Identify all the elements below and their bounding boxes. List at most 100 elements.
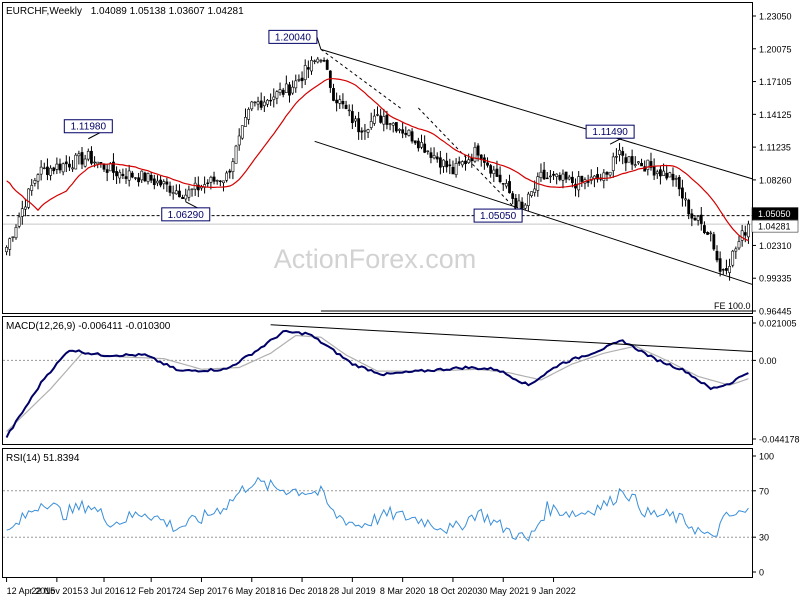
candle-body (218, 180, 222, 182)
ohlc-readout: 1.04089 1.05138 1.03607 1.04281 (91, 6, 244, 17)
candle-body (174, 190, 178, 195)
candle-body (281, 89, 285, 95)
candle-body (646, 159, 650, 170)
x-tick-label: 3 Jul 2016 (83, 586, 125, 596)
candle-body (215, 180, 219, 182)
candle-body (266, 99, 269, 105)
channel-line-upper (320, 48, 753, 180)
candle-body (209, 176, 213, 183)
candle-body (96, 161, 100, 165)
candle-body (115, 171, 118, 177)
candle-body (178, 190, 181, 198)
candle-body (244, 117, 247, 127)
annotation-box (161, 207, 211, 222)
candle-body (486, 162, 489, 166)
candle-body (728, 266, 731, 273)
candle-body (467, 159, 471, 164)
rsi-line (6, 476, 749, 542)
candle-body (640, 162, 643, 167)
candle-body (526, 193, 530, 206)
candle-body (586, 181, 590, 183)
candle-body (520, 201, 524, 209)
x-tick-label: 12 Apr 2015 (7, 586, 56, 596)
macd-trendline (270, 324, 753, 352)
candle-body (162, 181, 166, 185)
candle-body (83, 158, 87, 167)
candle-body (332, 88, 335, 101)
candle-body (74, 154, 78, 170)
candle-body (674, 178, 678, 180)
annotation-leader (316, 36, 322, 50)
candle-body (338, 99, 342, 104)
candle-body (112, 161, 115, 173)
candle-body (347, 109, 351, 112)
candle-body (17, 216, 21, 227)
candle-body (288, 84, 291, 96)
candle-body (558, 175, 562, 180)
candle-body (187, 189, 191, 198)
price-tick-label: 0.99335 (759, 274, 792, 284)
rsi-tick-label: 0 (759, 568, 764, 578)
candle-body (649, 161, 653, 168)
price-axis: 1.23050 1.20075 1.17105 1.14125 1.11235 1.082… (751, 12, 799, 317)
candle-body (530, 191, 533, 196)
candle-body (27, 188, 30, 208)
candle-body (49, 167, 52, 176)
candle-body (693, 218, 697, 221)
candle-body (517, 200, 521, 210)
macd-layer (3, 324, 753, 438)
candle-body (140, 170, 144, 181)
candle-body (58, 163, 62, 171)
candle-body (149, 174, 153, 181)
candle-body (108, 163, 112, 172)
candle-body (404, 132, 408, 135)
candle-body (354, 118, 357, 122)
x-tick-label: 6 May 2018 (228, 586, 275, 596)
candle-body (608, 171, 612, 176)
candle-body (366, 129, 370, 133)
x-tick-label: 22 Nov 2015 (31, 586, 82, 596)
candle-body (413, 140, 417, 144)
price-tick-label: 1.14125 (759, 110, 792, 120)
candle-body (734, 248, 738, 252)
candle-body (703, 225, 706, 234)
candle-body (489, 165, 493, 174)
candle-body (152, 178, 156, 185)
candle-body (747, 223, 750, 238)
candle-body (5, 247, 8, 253)
candle-body (624, 157, 628, 164)
candle-body (61, 163, 65, 173)
candles (5, 56, 750, 281)
candle-body (460, 161, 464, 166)
candle-body (627, 156, 631, 163)
candle-body (407, 129, 411, 136)
price-panel-frame (2, 2, 753, 314)
macd-tick-label: 0.021005 (759, 319, 797, 329)
annotation-box (473, 208, 523, 223)
candle-body (228, 170, 232, 173)
candle-body (159, 179, 163, 186)
candle-body (46, 166, 49, 176)
candle-body (99, 161, 103, 164)
annotation-box (268, 29, 318, 44)
candle-body (394, 122, 398, 132)
candle-body (643, 166, 647, 172)
candle-body (278, 89, 282, 93)
moving-average-line (6, 78, 749, 242)
candle-body (344, 104, 348, 109)
candle-body (36, 174, 40, 182)
candle-body (231, 161, 235, 172)
candle-body (350, 111, 354, 124)
candle-body (671, 173, 675, 181)
candle-body (602, 172, 606, 181)
x-tick-label: 8 Mar 2020 (380, 586, 426, 596)
candle-body (451, 166, 455, 175)
candle-body (470, 157, 474, 162)
candle-body (410, 131, 414, 142)
candle-body (416, 140, 420, 149)
candle-body (388, 123, 392, 125)
price-tick-label: 1.11235 (759, 143, 791, 153)
